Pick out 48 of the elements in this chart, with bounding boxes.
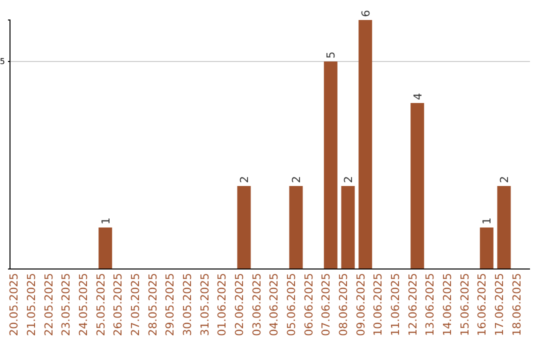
bar — [497, 186, 511, 269]
x-tick-label: 04.06.2025 — [268, 273, 281, 336]
x-tick-label: 15.06.2025 — [458, 273, 472, 336]
data-label: 6 — [359, 10, 372, 17]
data-label: 2 — [498, 176, 511, 183]
data-label: 4 — [411, 93, 424, 100]
bar — [324, 62, 338, 269]
x-tick-label: 03.06.2025 — [250, 273, 264, 336]
data-label: 5 — [324, 52, 338, 58]
x-tick-label: 27.05.2025 — [129, 273, 142, 336]
data-label: 1 — [480, 218, 494, 224]
x-tick-label: 26.05.2025 — [112, 273, 125, 336]
x-tick-label: 18.06.2025 — [510, 273, 524, 336]
bar — [98, 228, 112, 269]
x-tick-label: 30.05.2025 — [181, 273, 194, 336]
bar — [410, 103, 424, 269]
x-tick-label: 14.06.2025 — [441, 273, 454, 336]
x-tick-label: 31.05.2025 — [198, 273, 212, 336]
x-tick-label: 08.06.2025 — [337, 273, 350, 336]
data-label: 2 — [290, 176, 303, 183]
x-tick-label: 01.06.2025 — [216, 273, 229, 336]
x-tick-label: 24.05.2025 — [77, 273, 90, 336]
bar — [358, 20, 372, 269]
x-tick-label: 07.06.2025 — [320, 273, 333, 336]
x-tick-label: 13.06.2025 — [424, 273, 437, 336]
x-tick-label: 21.05.2025 — [25, 273, 38, 336]
x-tick-label: 23.05.2025 — [60, 273, 73, 336]
x-tick-label: 28.05.2025 — [146, 273, 160, 336]
data-label: 2 — [342, 176, 355, 183]
x-tick-label: 29.05.2025 — [164, 273, 177, 336]
bar — [341, 186, 355, 269]
x-tick-label: 11.06.2025 — [389, 273, 402, 336]
x-tick-label: 06.06.2025 — [302, 273, 316, 336]
x-tick-label: 12.06.2025 — [406, 273, 420, 336]
bar — [480, 228, 494, 269]
x-tick-label: 20.05.2025 — [8, 273, 21, 336]
bar — [289, 186, 303, 269]
x-tick-label: 17.06.2025 — [493, 273, 506, 336]
x-tick-label: 16.06.2025 — [476, 273, 489, 336]
x-tick-label: 05.06.2025 — [285, 273, 298, 336]
x-tick-label: 10.06.2025 — [372, 273, 385, 336]
data-label: 2 — [238, 176, 251, 183]
data-label: 1 — [99, 218, 112, 224]
x-tick-label: 02.06.2025 — [233, 273, 246, 336]
x-tick-label: 09.06.2025 — [354, 273, 368, 336]
x-tick-label: 25.05.2025 — [94, 273, 108, 336]
bar — [237, 186, 251, 269]
x-tick-label: 22.05.2025 — [42, 273, 56, 336]
